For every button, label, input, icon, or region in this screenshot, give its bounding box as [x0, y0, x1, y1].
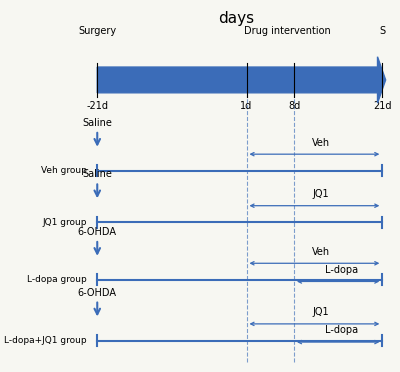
Text: Veh group: Veh group: [41, 166, 87, 175]
Text: L-dopa+JQ1 group: L-dopa+JQ1 group: [4, 336, 87, 345]
Text: L-dopa group: L-dopa group: [27, 275, 87, 285]
Text: Surgery: Surgery: [78, 26, 116, 36]
Text: JQ1: JQ1: [313, 189, 330, 199]
Text: Saline: Saline: [82, 118, 112, 128]
Text: 8d: 8d: [288, 101, 300, 111]
Text: -21d: -21d: [86, 101, 108, 111]
Text: days: days: [218, 12, 254, 26]
Text: Veh: Veh: [312, 138, 330, 148]
Text: 1d: 1d: [240, 101, 253, 111]
Text: L-dopa: L-dopa: [325, 265, 358, 275]
Text: L-dopa: L-dopa: [325, 326, 358, 336]
Text: S: S: [379, 26, 385, 36]
Text: 21d: 21d: [373, 101, 392, 111]
Text: JQ1: JQ1: [313, 307, 330, 317]
Text: Drug intervention: Drug intervention: [244, 26, 331, 36]
Text: Saline: Saline: [82, 169, 112, 179]
Text: JQ1 group: JQ1 group: [42, 218, 87, 227]
Text: 6-OHDA: 6-OHDA: [78, 288, 117, 298]
Text: 6-OHDA: 6-OHDA: [78, 227, 117, 237]
Text: Veh: Veh: [312, 247, 330, 257]
FancyArrow shape: [97, 57, 386, 103]
